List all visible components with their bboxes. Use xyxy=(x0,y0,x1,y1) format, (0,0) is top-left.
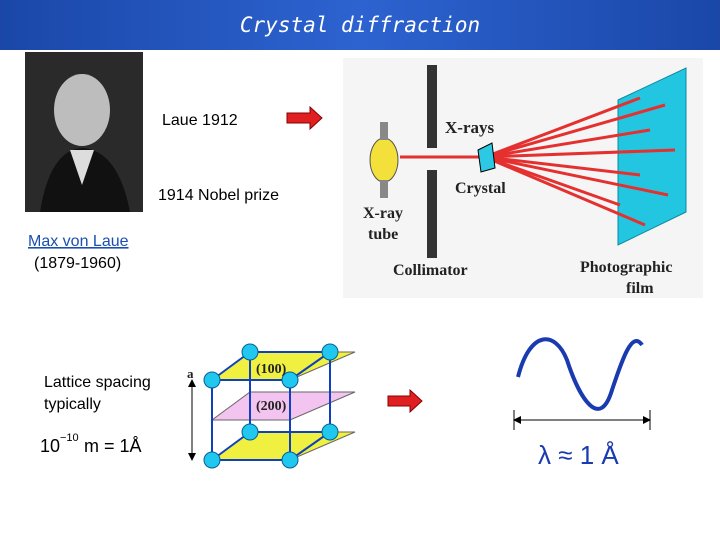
label: a xyxy=(187,366,194,381)
wave-label: λ ≈ 1 Å xyxy=(538,440,619,470)
label: X-rays xyxy=(445,118,494,137)
note: 1914 Nobel prize xyxy=(158,187,279,204)
xray-diagram: X-rays Crystal X-ray tube Collimator Pho… xyxy=(343,58,703,298)
lattice-diagram: a (100) (200) xyxy=(187,343,356,469)
label: (200) xyxy=(256,399,287,414)
label: (100) xyxy=(256,362,287,377)
title-bar xyxy=(0,0,720,50)
text: Lattice spacing xyxy=(44,374,151,391)
label: tube xyxy=(368,226,398,243)
label: Photographic xyxy=(580,259,672,276)
arrow xyxy=(286,105,323,131)
label: Collimator xyxy=(393,262,468,279)
label: X-ray xyxy=(363,205,403,222)
label: film xyxy=(626,280,654,297)
formula: m = 1Å xyxy=(84,436,142,456)
formula-exponent: −10 xyxy=(60,432,79,444)
portrait xyxy=(25,52,143,212)
caption: (1879-1960) xyxy=(34,255,121,272)
title: Crystal diffraction xyxy=(240,13,480,37)
link[interactable]: Max von Laue xyxy=(28,233,129,250)
label: Crystal xyxy=(455,180,506,197)
arrow xyxy=(387,388,423,414)
text: typically xyxy=(44,396,101,413)
wave xyxy=(513,337,651,430)
note: Laue 1912 xyxy=(162,112,238,129)
formula: 10 xyxy=(40,436,60,456)
